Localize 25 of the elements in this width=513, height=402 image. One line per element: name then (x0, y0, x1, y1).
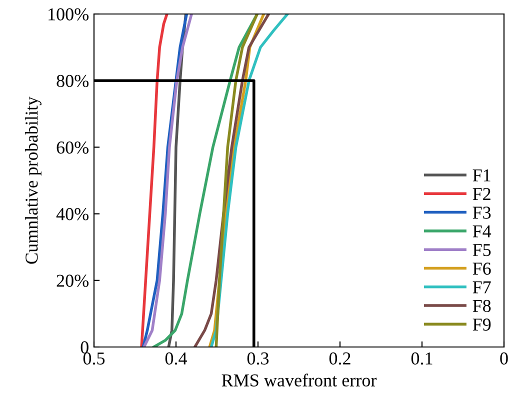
x-tick-label: 0.5 (83, 352, 105, 365)
legend-label: F2 (472, 188, 490, 200)
y-tick-label: 80% (56, 74, 89, 88)
y-tick-label: 100% (48, 8, 89, 20)
x-tick-label: 0.2 (329, 352, 350, 365)
x-tick-label: 0 (500, 352, 508, 365)
line-series (140, 14, 168, 347)
legend-label: F3 (472, 206, 491, 219)
line-series (214, 14, 259, 347)
x-tick-label: 0.1 (411, 352, 432, 365)
legend-label: F8 (472, 300, 491, 312)
x-tick-label: 0.3 (247, 352, 269, 365)
legend-label: F5 (472, 244, 491, 256)
y-tick-label: 60% (56, 141, 89, 154)
legend-label: F9 (472, 318, 491, 331)
legend-label: F7 (472, 281, 491, 294)
y-axis-title: Cumnlative probability (25, 96, 42, 264)
x-axis-title: RMS wavefront error (222, 374, 377, 386)
x-tick-label: 0.4 (165, 352, 188, 365)
legend-label: F6 (472, 262, 491, 275)
y-tick-label: 20% (56, 274, 89, 287)
y-tick-label: 40% (56, 208, 89, 220)
legend-label: F1 (472, 169, 490, 182)
y-tick-label: 0 (80, 341, 88, 354)
legend-label: F4 (472, 225, 492, 238)
